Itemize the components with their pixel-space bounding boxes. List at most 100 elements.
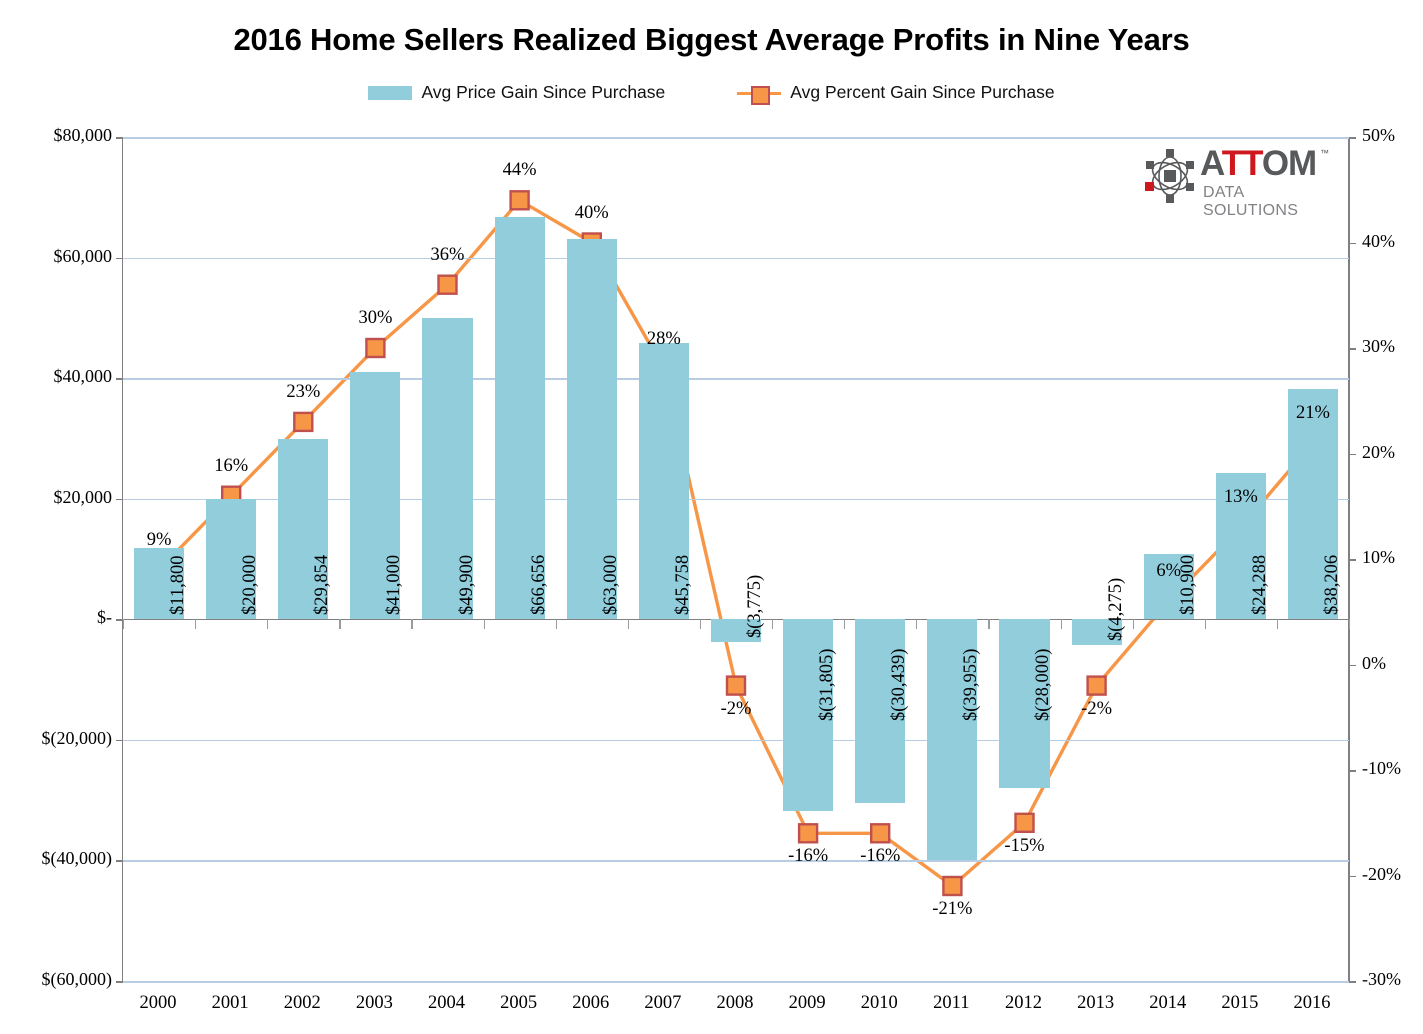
gridline [123, 257, 1349, 260]
line-marker-2013[interactable] [1086, 675, 1107, 696]
left-axis-tick [116, 257, 123, 260]
line-marker-2002[interactable] [293, 411, 314, 433]
right-axis-tick-label: 40% [1362, 230, 1395, 251]
bar-2014[interactable] [1143, 553, 1194, 620]
trademark-symbol: ™ [1320, 148, 1329, 158]
right-axis-tick-label: -20% [1362, 863, 1401, 884]
chart-legend: Avg Price Gain Since Purchase Avg Percen… [0, 82, 1423, 105]
legend-label-avg-price-gain: Avg Price Gain Since Purchase [421, 82, 666, 102]
plot-area: $11,800 $20,000 $29,854 $41,000 $49,900 $66,6… [116, 137, 1351, 983]
bar-2016[interactable] [1287, 388, 1338, 620]
attom-logo: ATTOM ™ DATA SOLUTIONS [1142, 144, 1337, 219]
bar-2012[interactable] [999, 619, 1050, 789]
line-marker-2009[interactable] [797, 823, 819, 844]
attom-letter-a: A [1200, 144, 1223, 183]
right-axis-tick-label: 50% [1362, 125, 1395, 145]
x-axis-label-2000: 2000 [139, 993, 177, 1013]
line-value-label-2004: 36% [430, 244, 465, 265]
left-axis-tick-label: $20,000 [53, 486, 113, 507]
line-marker-2011[interactable] [942, 875, 963, 897]
right-axis-tick [1348, 981, 1356, 983]
left-axis-tick [116, 619, 123, 621]
attom-letters-tt: TT [1221, 144, 1263, 183]
x-axis-label-2005: 2005 [500, 993, 538, 1013]
legend-label-avg-percent-gain: Avg Percent Gain Since Purchase [790, 82, 1055, 102]
x-axis-label-2008: 2008 [716, 993, 754, 1013]
legend-item-avg-price-gain[interactable]: Avg Price Gain Since Purchase [368, 82, 665, 103]
bar-2001[interactable] [206, 498, 257, 620]
bar-value-label-2007: $45,758 [672, 555, 693, 616]
right-axis-tick [1348, 137, 1356, 139]
line-marker-2012[interactable] [1014, 812, 1035, 833]
x-axis-label-2010: 2010 [860, 993, 898, 1013]
category-tick [195, 619, 197, 630]
category-tick [1132, 619, 1134, 630]
right-axis-tick-label: -10% [1362, 758, 1401, 778]
bar-value-label-2015: $24,288 [1249, 555, 1270, 616]
bar-2003[interactable] [350, 372, 401, 620]
left-axis-tick [116, 378, 123, 380]
plot-right-border [1348, 137, 1350, 981]
bar-2006[interactable] [566, 239, 617, 620]
line-marker-2005[interactable] [509, 190, 530, 211]
right-axis-tick-label: 20% [1362, 441, 1395, 462]
line-value-label-2003: 30% [358, 308, 393, 328]
right-axis-tick-label: 0% [1362, 652, 1386, 673]
gridline [123, 498, 1349, 501]
right-axis-tick-label: 30% [1362, 336, 1395, 356]
bar-value-label-2013: $(4,275) [1105, 577, 1126, 642]
gridline [123, 739, 1349, 742]
bar-value-label-2004: $49,900 [456, 555, 477, 616]
x-axis-label-2007: 2007 [644, 993, 682, 1013]
x-axis-label-2012: 2012 [1004, 993, 1042, 1013]
bar-2005[interactable] [494, 217, 545, 620]
left-axis-tick [116, 860, 123, 862]
bar-2008[interactable] [710, 619, 762, 643]
line-value-label-2009: -16% [788, 846, 829, 867]
attom-letters-om: OM [1261, 144, 1317, 183]
bar-2010[interactable] [855, 619, 906, 803]
bar-value-label-2000: $11,800 [168, 555, 189, 616]
line-value-label-2012: -15% [1004, 835, 1045, 856]
legend-item-avg-percent-gain[interactable]: Avg Percent Gain Since Purchase [737, 82, 1055, 105]
bar-value-label-2011: $(39,955) [961, 648, 982, 722]
gridline [123, 860, 1349, 862]
gridline [123, 981, 1349, 983]
right-axis-tick-label: 10% [1362, 547, 1395, 567]
line-marker-2008[interactable] [725, 675, 747, 696]
attom-tagline: DATA SOLUTIONS [1203, 184, 1299, 219]
bar-2002[interactable] [278, 439, 329, 620]
bar-2007[interactable] [638, 343, 689, 620]
line-value-label-2000: 9% [146, 529, 172, 550]
bar-value-label-2008: $(3,775) [745, 574, 765, 639]
x-axis-label-2006: 2006 [572, 993, 610, 1013]
right-axis-tick [1348, 875, 1356, 877]
bar-2000[interactable] [133, 548, 185, 620]
x-axis-label-2015: 2015 [1221, 993, 1259, 1013]
right-axis-tick [1348, 664, 1356, 666]
category-tick [1060, 619, 1062, 630]
avg-percent-gain-line [157, 198, 1315, 888]
bar-value-label-2016: $38,206 [1321, 555, 1342, 616]
line-value-label-2016: 21% [1295, 402, 1330, 423]
line-marker-2010[interactable] [870, 823, 891, 844]
bar-value-label-2003: $41,000 [384, 555, 405, 616]
category-tick [411, 619, 413, 630]
bar-2009[interactable] [783, 619, 834, 812]
category-tick [772, 619, 774, 630]
bar-value-label-2010: $(30,439) [889, 648, 910, 722]
bar-2011[interactable] [927, 619, 978, 861]
line-marker-2003[interactable] [365, 337, 386, 359]
bar-2004[interactable] [422, 318, 473, 620]
line-value-label-2014: 6% [1156, 561, 1182, 582]
left-axis-tick-label: $60,000 [53, 245, 113, 266]
right-axis-tick-label: -30% [1362, 969, 1401, 989]
line-marker-2004[interactable] [437, 274, 458, 295]
left-axis-tick-label: $(20,000) [41, 727, 113, 748]
bar-2013[interactable] [1071, 619, 1122, 646]
x-axis-label-2003: 2003 [355, 993, 393, 1013]
category-tick [123, 619, 125, 630]
bar-2015[interactable] [1215, 472, 1266, 620]
left-axis-tick-label: $- [97, 607, 112, 628]
